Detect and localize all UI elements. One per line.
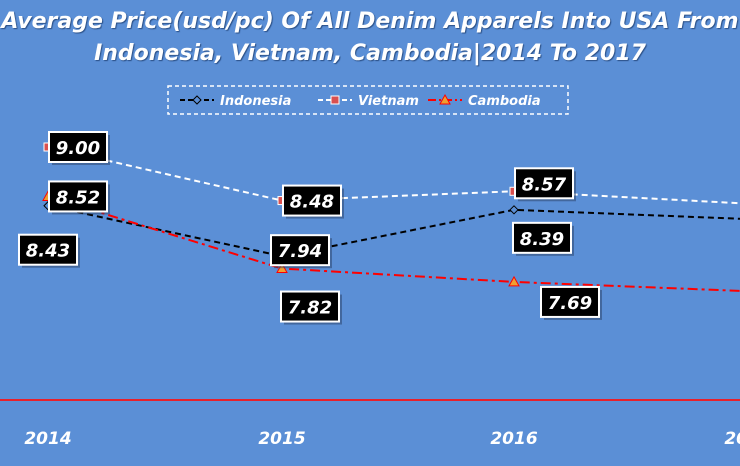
legend-label-cambodia: Cambodia <box>468 94 541 109</box>
data-label-text: 8.52 <box>56 187 100 208</box>
legend: Indonesia Vietnam Cambodia <box>167 85 569 115</box>
data-label-text: 7.94 <box>278 241 322 262</box>
data-label-cambodia-2016: 7.69 <box>540 285 602 320</box>
x-axis-ticks: 2014 2015 2016 2017 <box>24 429 740 449</box>
chart-title: Average Price(usd/pc) Of All Denim Appar… <box>0 6 740 70</box>
data-label-vietnam-2015: 8.48 <box>282 184 344 219</box>
data-label-text: 8.57 <box>522 174 567 195</box>
data-label-text: 8.43 <box>26 241 70 262</box>
data-label-layer: 8.43 7.94 8.39 9.00 8.48 8.57 8.52 7.82 7.69 <box>18 131 602 325</box>
data-label-indonesia-2014: 8.43 <box>18 233 80 268</box>
diamond-marker-icon <box>192 95 202 105</box>
data-label-indonesia-2016: 8.39 <box>512 221 574 256</box>
chart-title-line-1: Average Price(usd/pc) Of All Denim Appar… <box>1 9 739 34</box>
legend-label-vietnam: Vietnam <box>358 94 419 109</box>
chart-title-line-2: Indonesia, Vietnam, Cambodia|2014 To 201… <box>94 41 646 66</box>
data-label-cambodia-2015: 7.82 <box>280 290 342 325</box>
x-tick-2017: 2017 <box>724 429 740 449</box>
legend-item-indonesia[interactable]: Indonesia <box>180 94 291 109</box>
data-label-indonesia-2015: 7.94 <box>270 234 332 269</box>
legend-item-vietnam[interactable]: Vietnam <box>318 94 419 109</box>
data-label-vietnam-2016: 8.57 <box>514 167 576 202</box>
legend-label-indonesia: Indonesia <box>220 94 291 109</box>
square-marker-icon <box>330 95 340 105</box>
triangle-marker-icon <box>439 93 451 105</box>
data-label-text: 7.69 <box>548 293 592 314</box>
data-label-text: 8.39 <box>520 229 564 250</box>
x-tick-2016: 2016 <box>490 429 537 449</box>
data-label-text: 8.48 <box>290 192 334 213</box>
series-layer <box>42 142 740 292</box>
series-line-cambodia <box>47 195 740 292</box>
legend-item-cambodia[interactable]: Cambodia <box>428 93 541 109</box>
data-label-text: 7.82 <box>288 298 332 319</box>
data-label-vietnam-2014: 9.00 <box>48 131 110 165</box>
point-indonesia-2016[interactable] <box>509 205 519 215</box>
x-tick-2015: 2015 <box>258 429 305 449</box>
series-line-indonesia <box>47 204 740 258</box>
data-label-text: 9.00 <box>56 138 100 159</box>
series-line-vietnam <box>47 146 740 205</box>
data-label-cambodia-2014: 8.52 <box>48 180 110 215</box>
legend-box <box>167 85 569 115</box>
point-cambodia-2016[interactable] <box>508 275 520 287</box>
x-tick-2014: 2014 <box>24 429 71 449</box>
